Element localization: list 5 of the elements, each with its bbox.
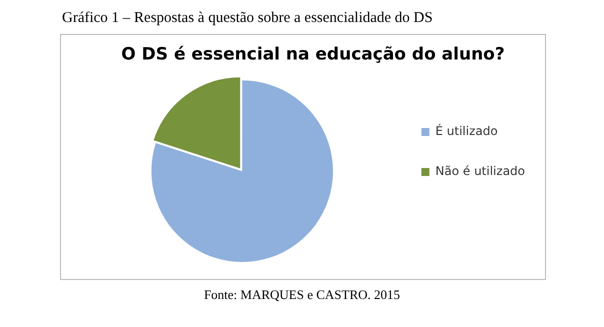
legend-label: Não é utilizado: [435, 164, 525, 178]
source-note: Fonte: MARQUES e CASTRO. 2015: [202, 287, 402, 303]
text: Gráfico 1 – Respostas à questão sobre a essencialidade do DS: [62, 10, 433, 27]
chart-title: O DS é essencial na educação do aluno?: [121, 44, 505, 65]
legend-label: É utilizado: [435, 123, 498, 138]
